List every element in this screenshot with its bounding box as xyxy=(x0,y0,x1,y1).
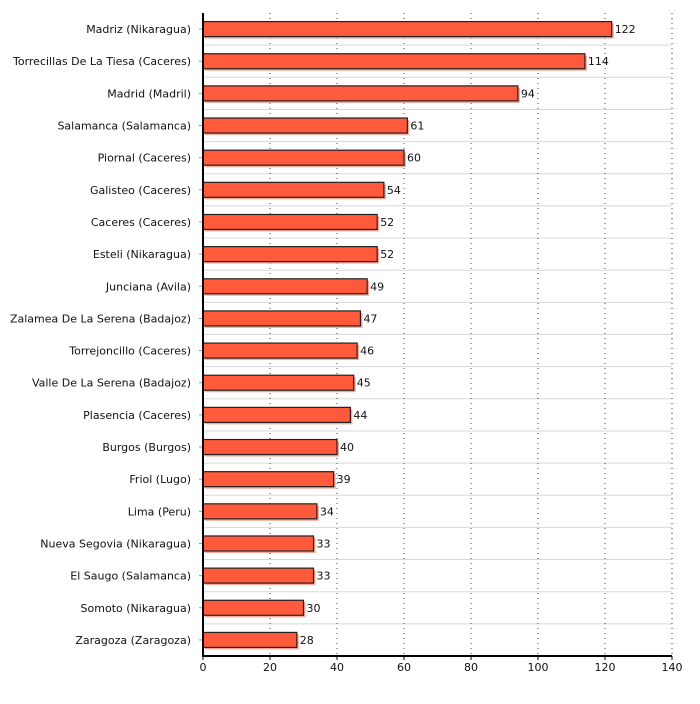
category-label: Esteli (Nikaragua) xyxy=(93,248,191,261)
bar xyxy=(202,85,519,102)
data-label: 30 xyxy=(307,602,321,615)
data-label: 52 xyxy=(380,248,394,261)
x-tick-label: 40 xyxy=(330,661,344,674)
bar xyxy=(202,278,368,295)
category-label: Nueva Segovia (Nikaragua) xyxy=(40,537,191,550)
bar xyxy=(202,310,362,327)
x-tick-label: 120 xyxy=(595,661,616,674)
data-label: 34 xyxy=(320,505,334,518)
data-label: 52 xyxy=(380,216,394,229)
category-label: Piornal (Caceres) xyxy=(98,152,191,165)
bar xyxy=(202,406,351,423)
bar xyxy=(202,374,355,391)
bar xyxy=(202,631,298,649)
bar xyxy=(202,53,586,70)
data-label: 94 xyxy=(521,87,535,100)
data-label: 44 xyxy=(353,409,367,422)
bar xyxy=(202,117,408,134)
bar xyxy=(202,342,358,359)
category-label: Galisteo (Caceres) xyxy=(90,184,191,197)
category-label: Plasencia (Caceres) xyxy=(83,409,191,422)
x-tick-label: 140 xyxy=(662,661,683,674)
bar xyxy=(202,567,315,584)
bar xyxy=(202,149,405,166)
category-label: Zalamea De La Serena (Badajoz) xyxy=(10,312,191,325)
data-label: 114 xyxy=(588,55,609,68)
category-label: Burgos (Burgos) xyxy=(102,441,191,454)
x-tick-label: 60 xyxy=(397,661,411,674)
bar xyxy=(202,471,335,488)
bar xyxy=(202,503,318,520)
x-tick-label: 100 xyxy=(528,661,549,674)
data-label: 40 xyxy=(340,441,354,454)
category-label: El Saugo (Salamanca) xyxy=(70,570,191,583)
bar xyxy=(202,599,305,616)
x-tick-label: 80 xyxy=(464,661,478,674)
category-label: Madriz (Nikaragua) xyxy=(86,23,191,36)
category-label: Torrejoncillo (Caceres) xyxy=(68,345,191,358)
data-label: 46 xyxy=(360,345,374,358)
category-label: Lima (Peru) xyxy=(128,505,191,518)
x-tick-label: 0 xyxy=(200,661,207,674)
bar xyxy=(202,438,338,456)
x-tick-label: 20 xyxy=(263,661,277,674)
category-label: Friol (Lugo) xyxy=(129,473,191,486)
bar xyxy=(202,213,378,231)
category-label: Zaragoza (Zaragoza) xyxy=(75,634,191,647)
bar xyxy=(202,535,315,552)
data-label: 49 xyxy=(370,280,384,293)
category-label: Madrid (Madril) xyxy=(107,87,191,100)
data-label: 28 xyxy=(300,634,314,647)
category-label: Torrecillas De La Tiesa (Caceres) xyxy=(12,55,191,68)
category-label: Caceres (Caceres) xyxy=(91,216,191,229)
data-label: 122 xyxy=(615,23,636,36)
data-label: 54 xyxy=(387,184,401,197)
data-label: 39 xyxy=(337,473,351,486)
bar xyxy=(202,246,378,263)
category-label: Valle De La Serena (Badajoz) xyxy=(32,377,191,390)
category-label: Salamanca (Salamanca) xyxy=(57,120,191,133)
data-label: 45 xyxy=(357,377,371,390)
bar xyxy=(202,20,613,38)
data-label: 33 xyxy=(317,570,331,583)
bar xyxy=(202,181,385,198)
data-label: 47 xyxy=(363,312,377,325)
data-label: 33 xyxy=(317,537,331,550)
data-label: 61 xyxy=(410,120,424,133)
category-label: Somoto (Nikaragua) xyxy=(81,602,191,615)
data-label: 60 xyxy=(407,152,421,165)
category-label: Junciana (Avila) xyxy=(105,280,191,293)
